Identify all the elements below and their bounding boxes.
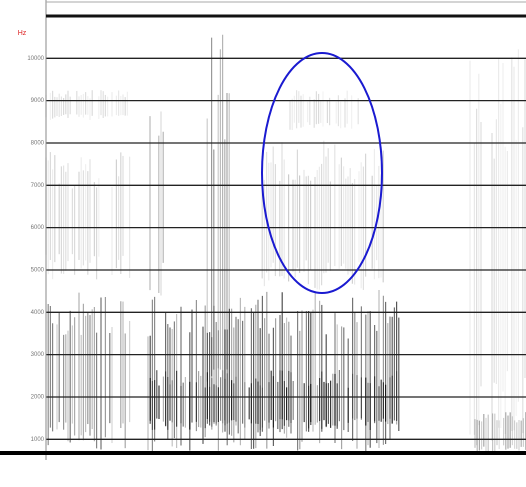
y-tick-label: 4000 (31, 310, 45, 316)
y-tick-label: 10000 (27, 56, 44, 62)
y-tick-label: 1000 (31, 437, 45, 443)
y-tick-label: 2000 (31, 395, 45, 401)
y-tick-label: 3000 (31, 352, 45, 358)
highlight-ellipse (261, 52, 383, 294)
y-tick-label: 7000 (31, 183, 45, 189)
y-tick-label: 9000 (31, 98, 45, 104)
y-tick-label: 5000 (31, 268, 45, 274)
grid: 1000 2000 3000 4000 5000 6000 7000 8000 9000 1000… (27, 56, 526, 443)
y-axis-label: Hz (18, 30, 27, 37)
y-tick-label: 8000 (31, 141, 45, 147)
y-tick-label: 6000 (31, 225, 45, 231)
